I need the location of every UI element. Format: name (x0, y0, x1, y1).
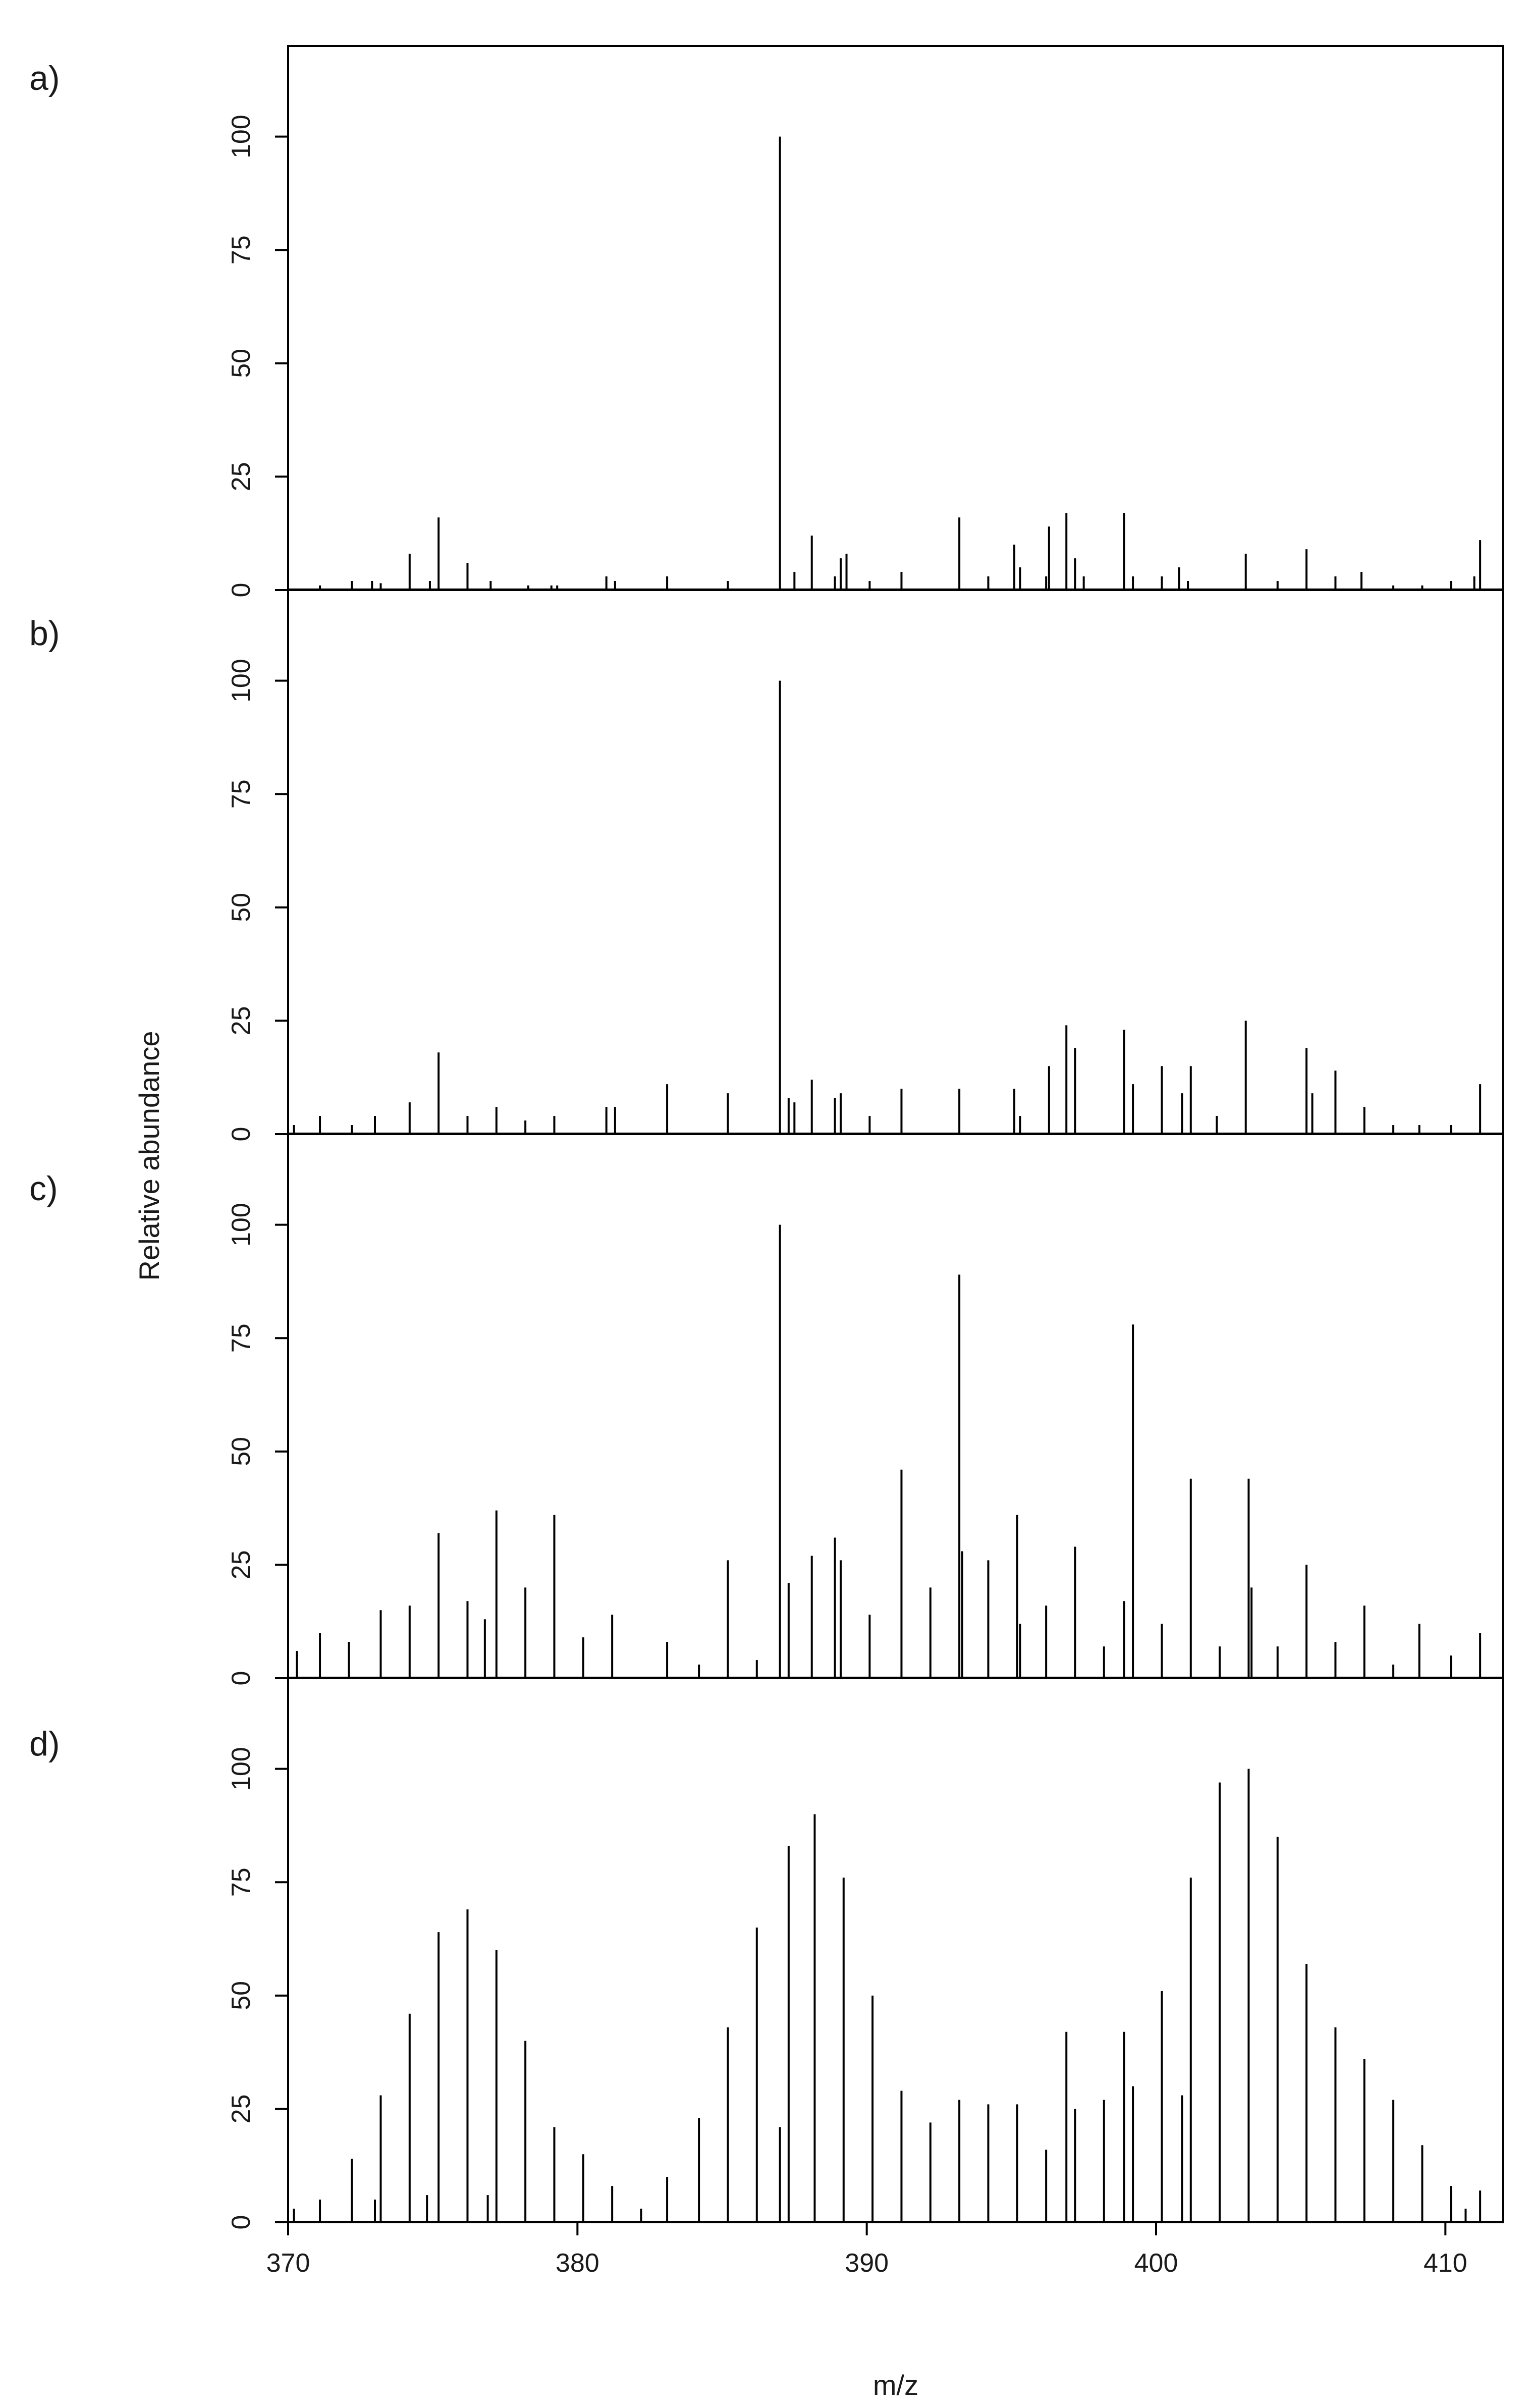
y-tick-label: 75 (227, 779, 256, 809)
x-axis-ticks: 370 380 390 400 410 (266, 2222, 1467, 2278)
y-tick-label: 100 (227, 115, 256, 158)
panel-b-y-ticks: 0 25 50 75 100 (227, 659, 288, 1141)
panel-a: a) 0 25 50 75 100 (29, 45, 1504, 597)
y-axis-title: Relative abundance (133, 1031, 165, 1280)
panel-a-frame (287, 45, 1504, 591)
panel-c-frame (287, 1133, 1504, 1679)
x-tick-label: 370 (266, 2249, 310, 2278)
y-tick-label: 0 (227, 1127, 256, 1142)
panel-b: b) 0 25 50 75 100 (29, 589, 1504, 1141)
x-tick-label: 410 (1424, 2249, 1467, 2278)
y-tick-label: 0 (227, 2215, 256, 2230)
y-tick-label: 0 (227, 1671, 256, 1686)
y-tick-label: 25 (227, 1006, 256, 1035)
panel-b-label: b) (29, 614, 60, 653)
y-tick-label: 100 (227, 1747, 256, 1791)
panel-d-frame (287, 1677, 1504, 2223)
y-tick-label: 50 (227, 893, 256, 922)
panel-b-peaks (288, 680, 1503, 1135)
y-tick-label: 50 (227, 1437, 256, 1466)
panel-c-label: c) (29, 1169, 58, 1208)
panel-d-peaks (288, 1769, 1503, 2223)
panel-d-label: d) (29, 1725, 60, 1763)
y-tick-label: 50 (227, 349, 256, 378)
y-tick-label: 25 (227, 1550, 256, 1579)
y-tick-label: 50 (227, 1981, 256, 2010)
panel-a-y-ticks: 0 25 50 75 100 (227, 115, 288, 597)
panel-a-label: a) (29, 59, 60, 97)
y-tick-label: 25 (227, 2094, 256, 2123)
x-tick-label: 400 (1134, 2249, 1178, 2278)
x-axis-title: m/z (873, 2369, 918, 2401)
panel-c-peaks (288, 1224, 1503, 1679)
y-tick-label: 75 (227, 1323, 256, 1353)
x-tick-label: 390 (845, 2249, 889, 2278)
panel-c-y-ticks: 0 25 50 75 100 (227, 1203, 288, 1685)
panel-d: d) 0 25 50 75 100 (29, 1677, 1504, 2229)
y-tick-label: 100 (227, 1203, 256, 1247)
y-tick-label: 75 (227, 235, 256, 264)
y-tick-label: 75 (227, 1867, 256, 1897)
x-tick-label: 380 (556, 2249, 599, 2278)
panel-b-frame (287, 589, 1504, 1135)
panel-d-y-ticks: 0 25 50 75 100 (227, 1747, 288, 2229)
y-tick-label: 0 (227, 583, 256, 598)
panel-c: c) 0 25 50 75 100 (29, 1133, 1504, 1685)
panel-a-peaks (288, 136, 1503, 591)
y-tick-label: 100 (227, 659, 256, 703)
y-tick-label: 25 (227, 462, 256, 491)
x-axis: 370 380 390 400 410 (266, 2222, 1467, 2278)
